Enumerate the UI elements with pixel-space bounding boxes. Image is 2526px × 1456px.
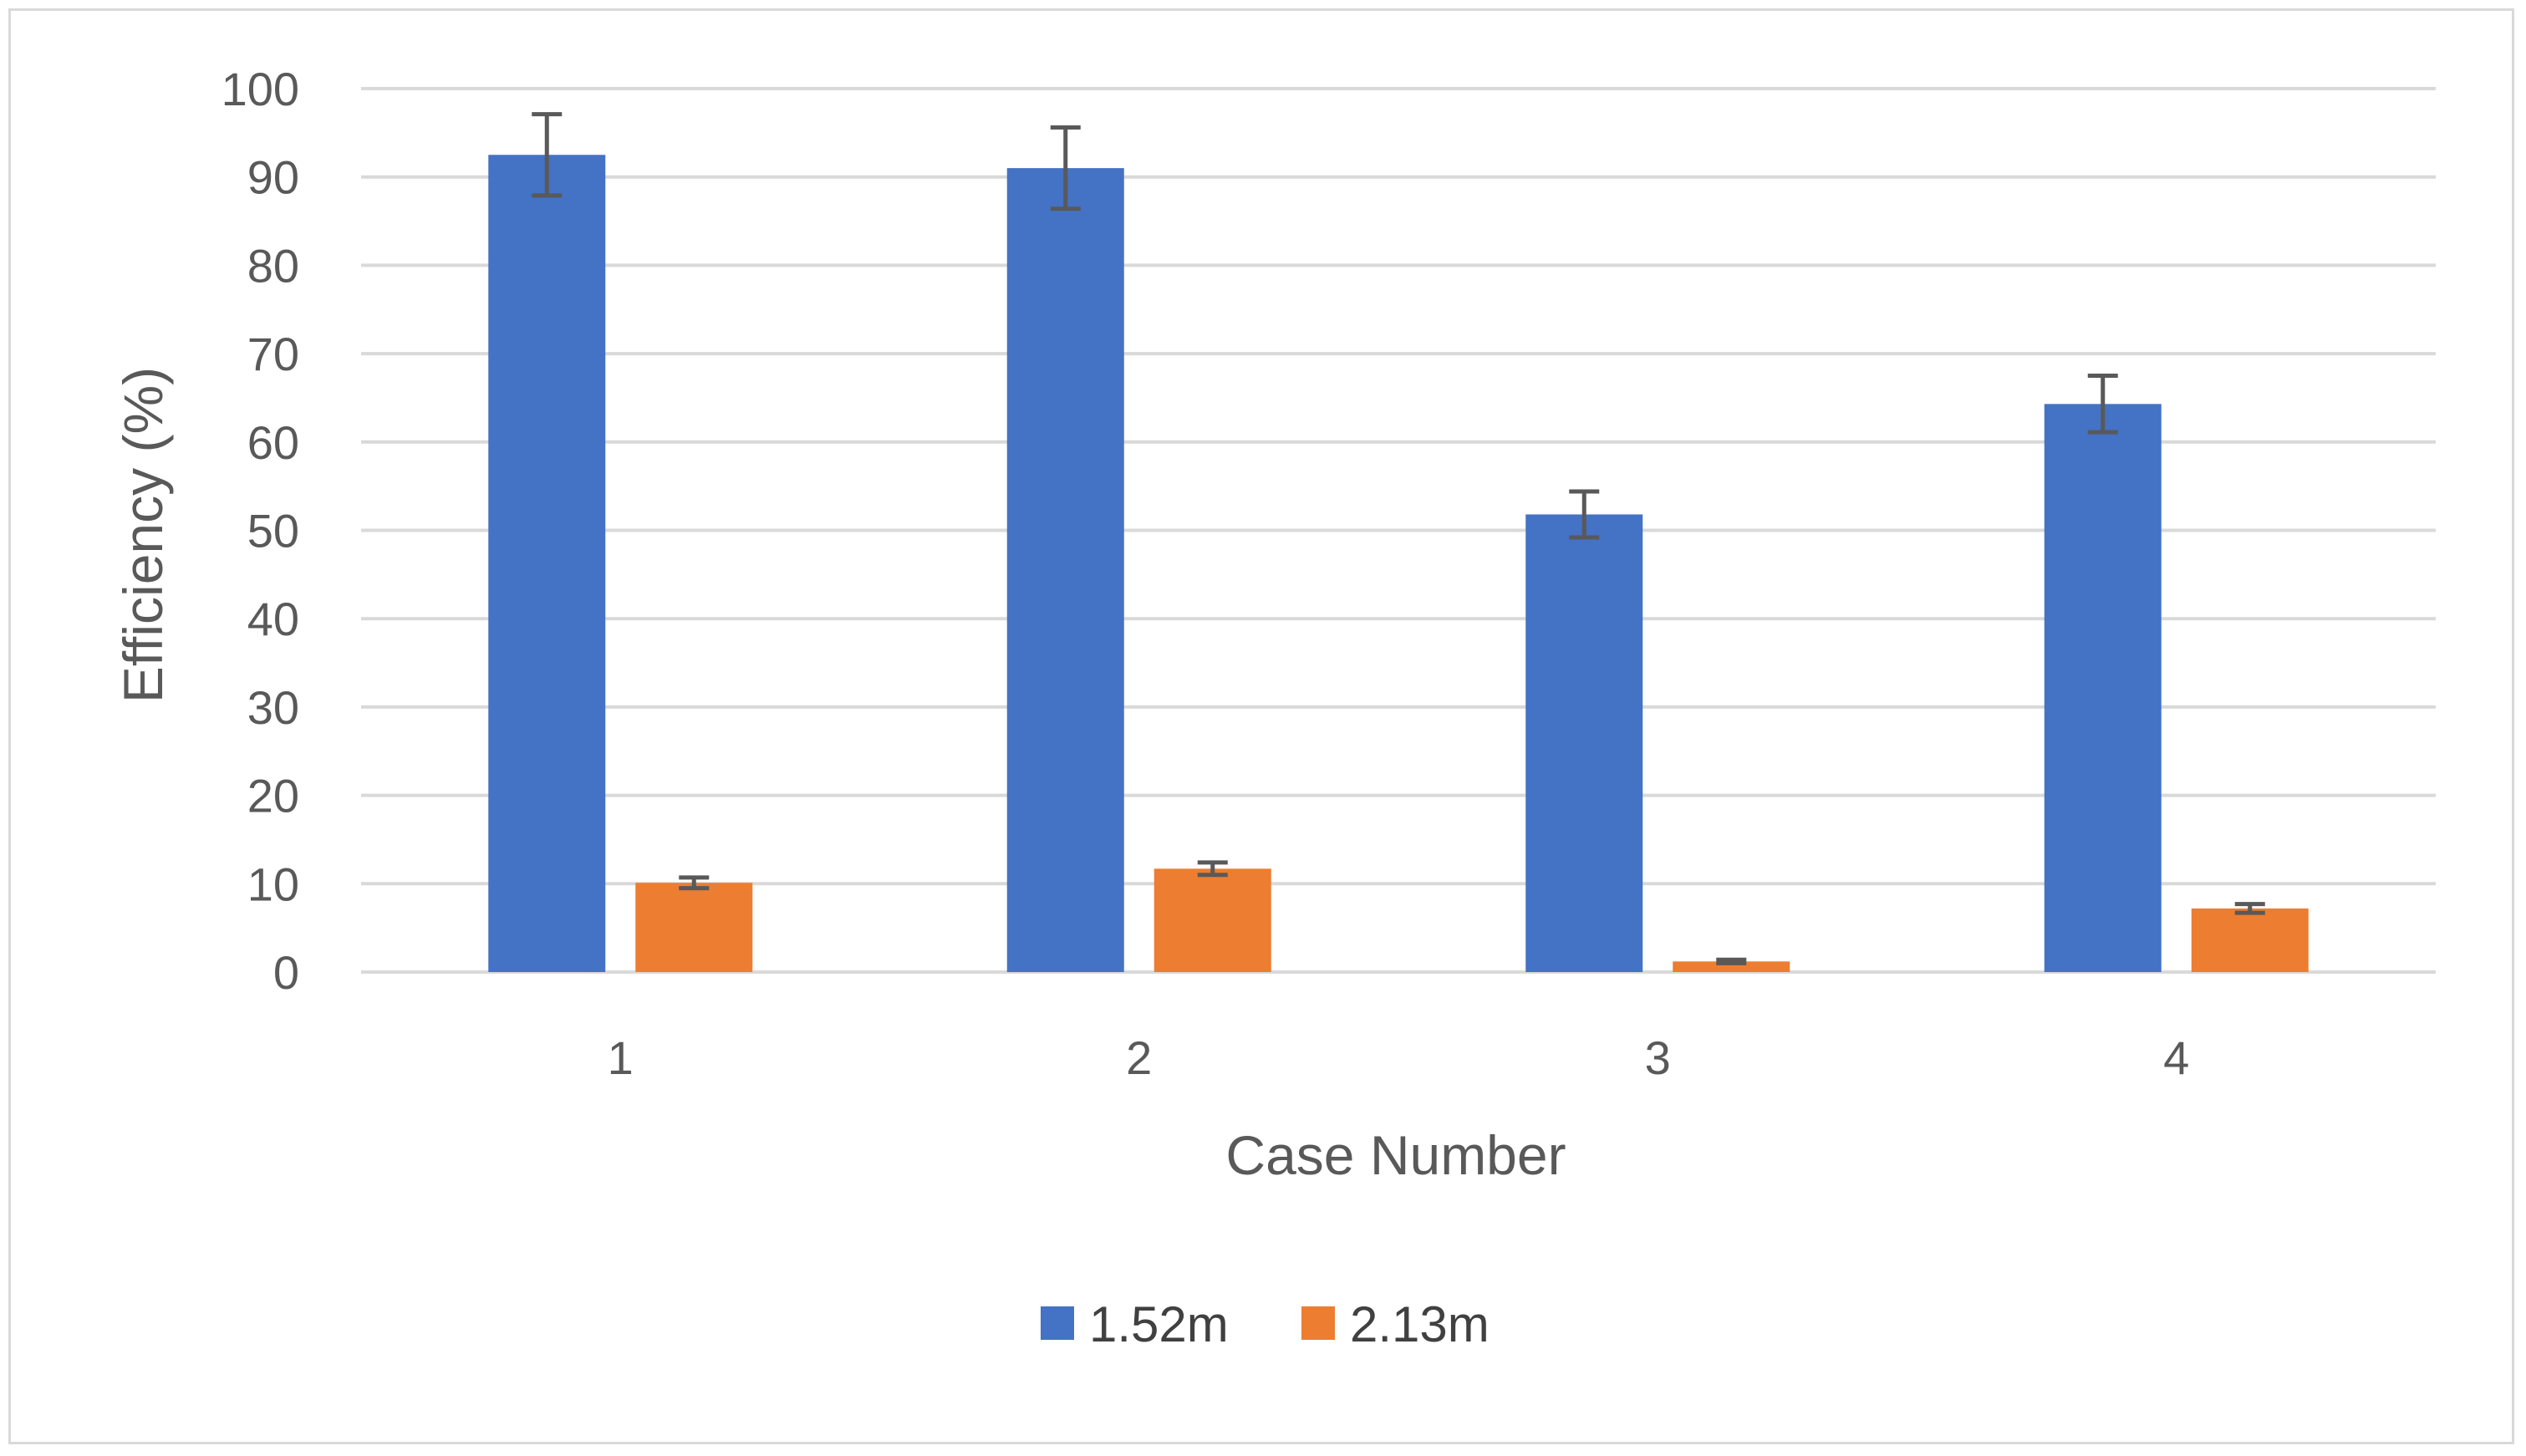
y-tick-label: 20 <box>247 770 299 822</box>
y-tick-label: 10 <box>247 858 299 910</box>
legend-item-2.13m: 2.13m <box>1301 1296 1490 1352</box>
legend-item-1.52m: 1.52m <box>1041 1296 1229 1352</box>
y-tick-label: 90 <box>247 151 299 204</box>
legend-swatch <box>1301 1306 1335 1340</box>
error-bar <box>1050 125 1081 211</box>
bar-2.13m-case-4 <box>2191 908 2309 972</box>
legend-label: 2.13m <box>1350 1296 1490 1352</box>
bar-2.13m-case-2 <box>1154 868 1271 972</box>
bar-1.52m-case-4 <box>2044 404 2162 972</box>
error-bar <box>1569 489 1600 540</box>
y-tick-label: 70 <box>247 328 299 380</box>
legend-label: 1.52m <box>1089 1296 1229 1352</box>
x-axis-ticks: 1 2 3 4 <box>608 1031 2190 1084</box>
error-bar <box>679 875 710 891</box>
error-bar <box>532 112 563 198</box>
y-tick-label: 50 <box>247 505 299 557</box>
x-axis-title: Case Number <box>1225 1124 1566 1186</box>
legend: 1.52m 2.13m <box>1041 1296 1490 1352</box>
y-axis-ticks: 0 10 20 30 40 50 60 70 80 90 100 <box>222 63 299 999</box>
y-axis-title: Efficiency (%) <box>112 367 174 703</box>
x-tick-label: 2 <box>1126 1031 1152 1084</box>
y-tick-label: 100 <box>222 63 299 115</box>
x-tick-label: 4 <box>2163 1031 2189 1084</box>
y-tick-label: 60 <box>247 416 299 469</box>
x-tick-label: 3 <box>1645 1031 1671 1084</box>
error-bar <box>1197 860 1228 878</box>
error-bars <box>532 112 2265 965</box>
error-bar <box>1716 957 1747 965</box>
legend-swatch <box>1041 1306 1074 1340</box>
y-tick-label: 40 <box>247 593 299 645</box>
bar-1.52m-case-2 <box>1006 168 1124 972</box>
bar-2.13m-case-1 <box>635 883 753 972</box>
bar-1.52m-case-1 <box>488 155 606 972</box>
bar-1.52m-case-3 <box>1525 514 1643 972</box>
x-tick-label: 1 <box>608 1031 634 1084</box>
y-tick-label: 80 <box>247 239 299 292</box>
bar-2.13m-case-3 <box>1673 961 1790 972</box>
y-tick-label: 30 <box>247 681 299 734</box>
bars <box>488 155 2309 972</box>
error-bar <box>2234 902 2265 915</box>
error-bar <box>2087 374 2118 435</box>
y-tick-label: 0 <box>273 946 299 999</box>
